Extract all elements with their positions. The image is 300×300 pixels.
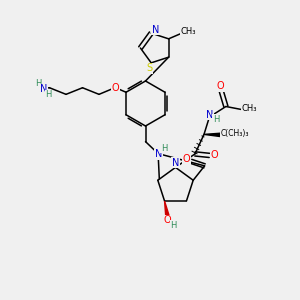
Text: N: N xyxy=(172,158,179,168)
Text: CH₃: CH₃ xyxy=(180,27,196,36)
Text: H: H xyxy=(213,115,219,124)
Text: N: N xyxy=(40,84,47,94)
Text: O: O xyxy=(164,215,171,225)
Text: H: H xyxy=(35,79,42,88)
Polygon shape xyxy=(204,133,224,137)
Text: CH₃: CH₃ xyxy=(241,104,257,113)
Text: H: H xyxy=(170,220,177,230)
Text: O: O xyxy=(112,83,119,93)
Text: C(CH₃)₃: C(CH₃)₃ xyxy=(220,129,249,138)
Text: H: H xyxy=(161,144,167,153)
Polygon shape xyxy=(165,201,169,217)
Text: N: N xyxy=(206,110,213,120)
Text: N: N xyxy=(152,25,159,34)
Text: N: N xyxy=(155,149,162,159)
Text: O: O xyxy=(211,150,218,161)
Text: O: O xyxy=(217,81,225,92)
Text: O: O xyxy=(183,154,190,164)
Text: H: H xyxy=(45,90,52,99)
Text: S: S xyxy=(147,63,153,73)
